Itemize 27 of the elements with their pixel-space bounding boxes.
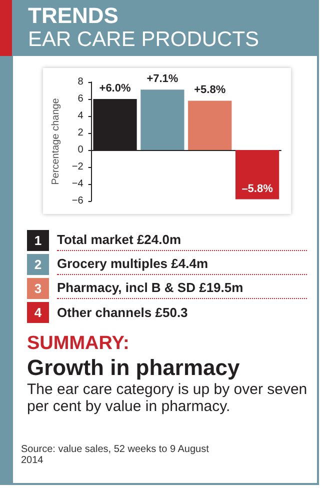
text: 4 [27, 302, 49, 322]
data-label: –5.8% [242, 182, 274, 195]
text: SUMMARY: [27, 333, 130, 355]
text: Growth in pharmacy [27, 355, 241, 381]
data-label: +5.8% [194, 84, 226, 96]
y-tick-label: 0 [78, 144, 84, 156]
source-note: Source: value sales, 52 weeks to 9 August 2014 [21, 444, 210, 466]
chart-title: TRENDS [28, 3, 118, 29]
y-tick-label: 4 [78, 110, 84, 122]
text: The ear care category is up by over seven per cent by value in pharmacy. [27, 381, 308, 415]
legend-label: Pharmacy, incl B & SD £19.5m [57, 277, 307, 299]
legend-label: Other channels £50.3 [57, 304, 189, 322]
legend-label: Total market £24.0m [57, 229, 307, 251]
y-tick-label: 6 [78, 94, 84, 104]
text: 2 [27, 254, 49, 274]
chart-subtitle: EAR CARE PRODUCTS [28, 28, 260, 52]
y-tick-label: 8 [78, 76, 84, 88]
legend-label: Grocery multiples £4.4m [57, 253, 307, 275]
y-tick-label: −2 [72, 162, 84, 172]
text: 3 [27, 278, 49, 298]
y-axis-title: Percentage change [50, 98, 62, 185]
y-tick-label: 2 [78, 128, 84, 138]
data-label: +6.0% [99, 82, 131, 94]
text: 1 [27, 230, 49, 250]
y-tick-label: −4 [72, 178, 84, 190]
data-label: +7.1% [146, 73, 178, 86]
y-tick-label: −6 [72, 196, 84, 206]
